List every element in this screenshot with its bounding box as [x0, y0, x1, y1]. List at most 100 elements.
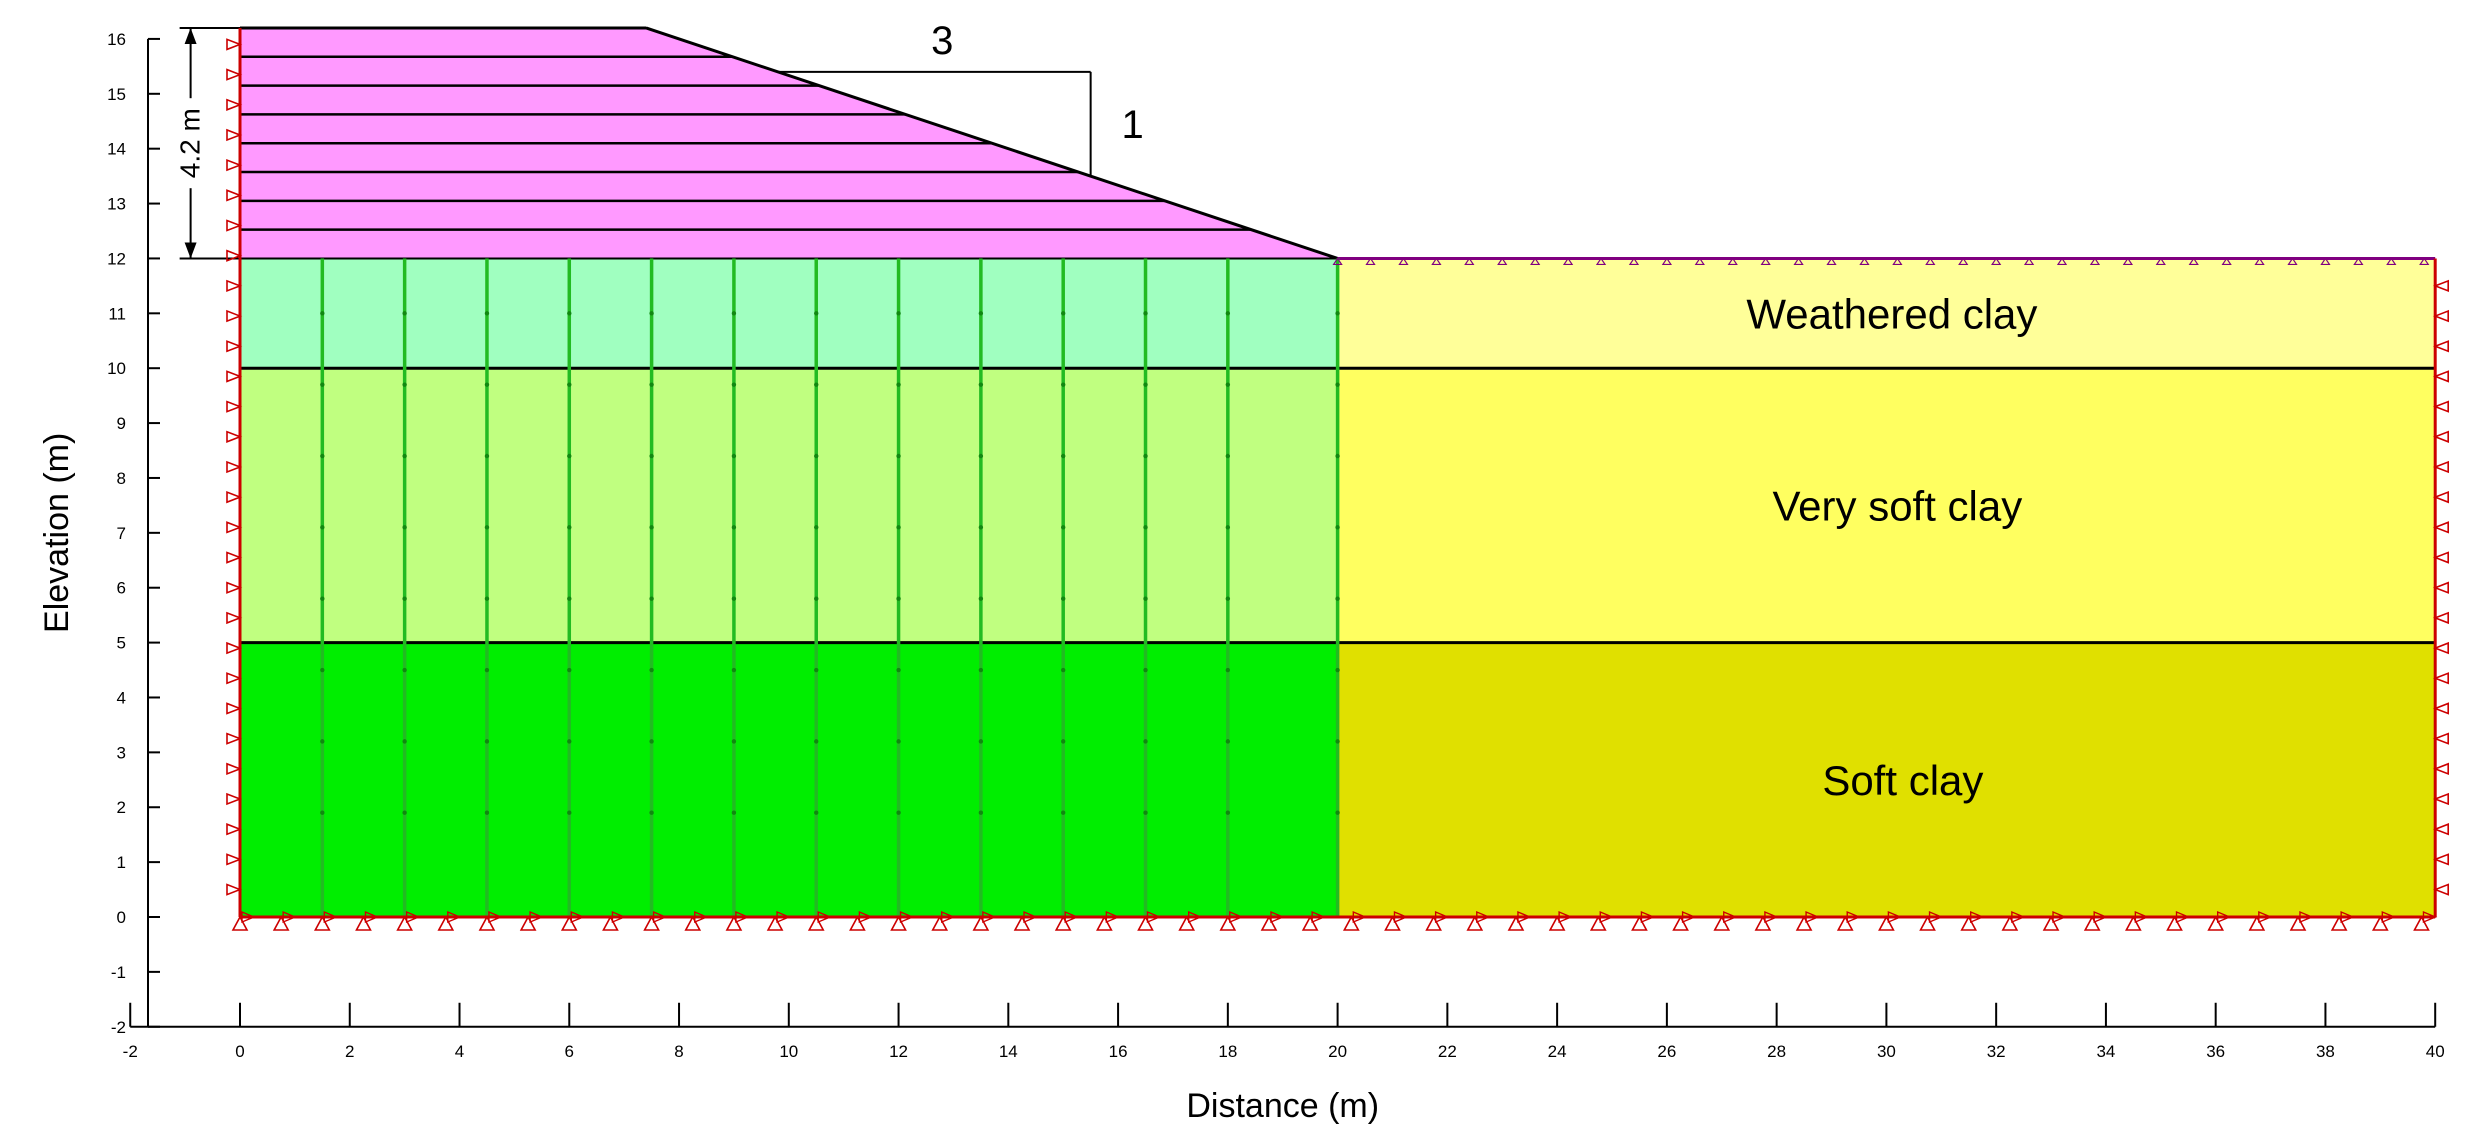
roller-support-icon [1064, 910, 1080, 924]
drain-node [896, 311, 901, 316]
roller-support-icon [226, 219, 243, 232]
pin-support-icon [1878, 915, 1895, 931]
roller-support-icon [2258, 910, 2273, 924]
surface-marker-icon [1991, 257, 2002, 266]
drain-node [1143, 667, 1148, 673]
roller-support-icon [226, 98, 243, 111]
drain-node [402, 382, 407, 387]
surface-marker-icon [1958, 257, 1969, 266]
roller-support-icon [2299, 910, 2314, 924]
roller-support-icon [694, 910, 709, 924]
annotations: 3 1 4.2 m Weathered clay Very soft clay … [38, 19, 2037, 1125]
surface-marker-icon [1464, 257, 1475, 266]
surface-marker-icon [1694, 257, 1705, 266]
roller-support-icon [2432, 400, 2449, 413]
y-tick-label: 16 [107, 30, 126, 49]
layer-treated-soft [240, 642, 1338, 917]
surface-marker-icon [1925, 257, 1936, 266]
layer-treated-weathered [240, 258, 1338, 369]
embankment-height-label: 4.2 m [175, 108, 206, 178]
x-tick-label: 4 [455, 1042, 464, 1061]
drain-node [1061, 311, 1066, 316]
roller-support-icon [529, 910, 544, 924]
drain-node [402, 596, 407, 601]
roller-support-icon [226, 340, 243, 353]
drain-node [1225, 596, 1231, 601]
roller-support-icon [226, 823, 243, 836]
surface-marker-icon [2023, 257, 2035, 266]
x-tick-label: 22 [1438, 1042, 1457, 1061]
drain-node [567, 382, 572, 387]
drain-node [649, 596, 654, 601]
roller-support-icon [570, 910, 586, 924]
pin-support-icon [807, 915, 825, 931]
pin-support-icon [1631, 915, 1648, 931]
surface-marker-icon [1628, 257, 1640, 266]
drain-node [978, 596, 984, 601]
roller-support-icon [982, 910, 997, 924]
roller-support-icon [226, 641, 243, 655]
pin-support-icon [2248, 915, 2266, 931]
y-tick-label: 0 [117, 908, 126, 927]
surface-marker-icon [2221, 257, 2232, 266]
roller-support-icon [1846, 910, 1862, 924]
roller-support-icon [226, 38, 243, 51]
roller-support-icon [226, 672, 243, 685]
drain-node [1225, 382, 1231, 387]
x-tick-label: 6 [565, 1042, 574, 1061]
drain-node [1225, 667, 1231, 673]
drain-node [484, 596, 490, 601]
pin-support-icon [684, 915, 702, 931]
drain-node [1061, 810, 1066, 815]
roller-support-icon [652, 910, 668, 924]
roller-support-icon [405, 910, 421, 924]
drain-node [649, 739, 654, 744]
x-tick-label: 16 [1109, 1042, 1128, 1061]
roller-support-icon [226, 551, 243, 564]
pin-support-icon [2207, 915, 2225, 931]
pin-support-icon [2289, 915, 2307, 931]
x-tick-label: 14 [999, 1042, 1018, 1061]
layer-untreated-very-soft [1337, 368, 2436, 643]
roller-support-icon [226, 792, 243, 806]
drain-node [484, 525, 490, 530]
drain-node [402, 311, 407, 316]
pin-support-icon [1795, 915, 1813, 931]
roller-support-icon [226, 762, 243, 775]
pin-support-icon [1919, 915, 1936, 931]
roller-support-icon [2432, 611, 2449, 625]
surface-marker-icon [1530, 257, 1541, 266]
roller-support-icon [1517, 910, 1532, 924]
pin-support-icon [1384, 915, 1401, 931]
pin-support-icon [437, 915, 455, 931]
y-tick-label: 6 [117, 579, 126, 598]
roller-support-icon [2432, 581, 2449, 594]
roller-support-icon [2432, 672, 2449, 685]
drain-node [731, 525, 737, 530]
pin-support-icon [2001, 915, 2019, 931]
drain-node [320, 810, 325, 815]
drain-node [814, 596, 819, 601]
surface-marker-icon [1332, 257, 1343, 266]
pin-support-icon [725, 915, 743, 931]
roller-support-icon [735, 910, 750, 924]
x-tick-label: 12 [889, 1042, 908, 1061]
drain-node [814, 525, 819, 530]
x-axis-title: Distance (m) [1186, 1087, 1379, 1125]
surface-marker-icon [1661, 257, 1673, 266]
drain-node [731, 667, 737, 673]
surface-marker-icon [1892, 257, 1903, 266]
drain-node [1061, 382, 1066, 387]
y-tick-label: 13 [107, 195, 126, 214]
roller-support-icon [2381, 910, 2397, 924]
surface-marker-icon [1365, 257, 1376, 266]
pin-support-icon [2371, 915, 2389, 931]
roller-support-icon [1599, 910, 1615, 924]
drain-node [978, 525, 984, 530]
drain-node [567, 667, 572, 673]
drain-node [1335, 667, 1340, 673]
pin-support-icon [313, 915, 331, 931]
roller-support-icon [1352, 910, 1368, 924]
drain-node [896, 667, 901, 673]
